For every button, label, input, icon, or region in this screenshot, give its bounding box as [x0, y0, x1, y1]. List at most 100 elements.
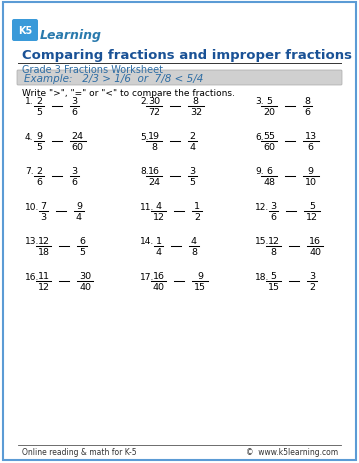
Text: 4: 4 [190, 143, 196, 152]
Text: Write ">", "=" or "<" to compare the fractions.: Write ">", "=" or "<" to compare the fra… [22, 88, 235, 97]
Text: 7.: 7. [25, 167, 34, 176]
FancyBboxPatch shape [17, 71, 342, 86]
Text: 72: 72 [148, 108, 160, 117]
Text: Online reading & math for K-5: Online reading & math for K-5 [22, 448, 137, 457]
Text: 12.: 12. [255, 202, 269, 211]
Text: ©  www.k5learning.com: © www.k5learning.com [246, 448, 338, 457]
Text: 4: 4 [155, 201, 162, 211]
Text: 2: 2 [190, 131, 196, 141]
FancyBboxPatch shape [12, 20, 38, 42]
Text: 9: 9 [197, 271, 203, 281]
Text: 6: 6 [71, 178, 78, 187]
Text: 6: 6 [36, 178, 42, 187]
Text: 60: 60 [263, 143, 275, 152]
Text: 15: 15 [267, 282, 280, 291]
Text: 6: 6 [308, 143, 314, 152]
Text: 15: 15 [194, 282, 206, 291]
Text: Learning: Learning [40, 30, 102, 43]
Text: 6: 6 [71, 108, 78, 117]
Text: 11.: 11. [140, 202, 154, 211]
Text: Example:   2/3 > 1/6  or  7/8 < 5/4: Example: 2/3 > 1/6 or 7/8 < 5/4 [24, 73, 204, 83]
Text: 8: 8 [270, 247, 276, 257]
Text: 13: 13 [305, 131, 317, 141]
Text: 6.: 6. [255, 132, 264, 141]
Text: 12: 12 [37, 237, 50, 245]
Text: 5: 5 [309, 201, 315, 211]
Text: 8: 8 [191, 247, 197, 257]
Text: 9: 9 [76, 201, 82, 211]
Text: 2: 2 [36, 167, 42, 175]
Text: 40: 40 [309, 247, 321, 257]
FancyBboxPatch shape [3, 3, 356, 460]
Text: 20: 20 [263, 108, 275, 117]
Text: 16: 16 [153, 271, 164, 281]
Text: 13.: 13. [25, 237, 39, 246]
Text: 32: 32 [190, 108, 202, 117]
Text: 6: 6 [266, 167, 272, 175]
Text: 24: 24 [148, 178, 160, 187]
Text: 5.: 5. [140, 132, 149, 141]
Text: 10: 10 [305, 178, 317, 187]
Text: 12: 12 [306, 213, 318, 221]
Text: 9.: 9. [255, 167, 264, 176]
Text: 16.: 16. [25, 272, 39, 281]
Text: 16: 16 [148, 167, 160, 175]
Text: 18: 18 [37, 247, 50, 257]
Text: 4: 4 [191, 237, 197, 245]
Text: 12: 12 [267, 237, 280, 245]
Text: 1: 1 [155, 237, 162, 245]
Text: 40: 40 [79, 282, 91, 291]
Text: 5: 5 [270, 271, 276, 281]
Text: 2: 2 [194, 213, 200, 221]
Text: 3: 3 [309, 271, 315, 281]
Text: 5: 5 [36, 108, 42, 117]
Text: 5: 5 [266, 97, 272, 106]
Text: 11: 11 [37, 271, 50, 281]
Text: 8.: 8. [140, 167, 149, 176]
Text: 8: 8 [304, 97, 311, 106]
Text: 2.: 2. [140, 97, 149, 106]
Text: 19: 19 [148, 131, 160, 141]
Text: 3: 3 [71, 97, 78, 106]
Text: 9: 9 [308, 167, 314, 175]
Text: Grade 3 Fractions Worksheet: Grade 3 Fractions Worksheet [22, 65, 163, 75]
Text: 17.: 17. [140, 272, 154, 281]
Text: 3: 3 [41, 213, 47, 221]
Text: 3: 3 [71, 167, 78, 175]
Text: 8: 8 [193, 97, 199, 106]
Text: 1.: 1. [25, 97, 34, 106]
Text: 24: 24 [71, 131, 84, 141]
Text: 4: 4 [155, 247, 162, 257]
Text: 4: 4 [76, 213, 82, 221]
Text: 48: 48 [263, 178, 275, 187]
Text: 55: 55 [263, 131, 275, 141]
Text: 2: 2 [309, 282, 315, 291]
Text: 5: 5 [36, 143, 42, 152]
Text: 3: 3 [270, 201, 276, 211]
Text: K5: K5 [18, 26, 32, 36]
Text: 12: 12 [37, 282, 50, 291]
Text: 14.: 14. [140, 237, 154, 246]
Text: 2: 2 [36, 97, 42, 106]
Text: 60: 60 [71, 143, 84, 152]
Text: 1: 1 [194, 201, 200, 211]
Text: 3: 3 [190, 167, 196, 175]
Text: 3.: 3. [255, 97, 264, 106]
Text: 30: 30 [148, 97, 160, 106]
Text: 5: 5 [79, 247, 85, 257]
Text: 30: 30 [79, 271, 91, 281]
Text: 18.: 18. [255, 272, 269, 281]
Text: 6: 6 [270, 213, 276, 221]
Text: 6: 6 [79, 237, 85, 245]
Text: 4.: 4. [25, 132, 33, 141]
Text: 8: 8 [151, 143, 157, 152]
Text: 40: 40 [153, 282, 164, 291]
Text: 12: 12 [153, 213, 164, 221]
Text: 10.: 10. [25, 202, 39, 211]
Text: 9: 9 [36, 131, 42, 141]
Text: 15.: 15. [255, 237, 269, 246]
Text: 16: 16 [309, 237, 321, 245]
Text: Comparing fractions and improper fractions: Comparing fractions and improper fractio… [22, 50, 352, 63]
Text: 6: 6 [304, 108, 311, 117]
Text: 5: 5 [190, 178, 196, 187]
